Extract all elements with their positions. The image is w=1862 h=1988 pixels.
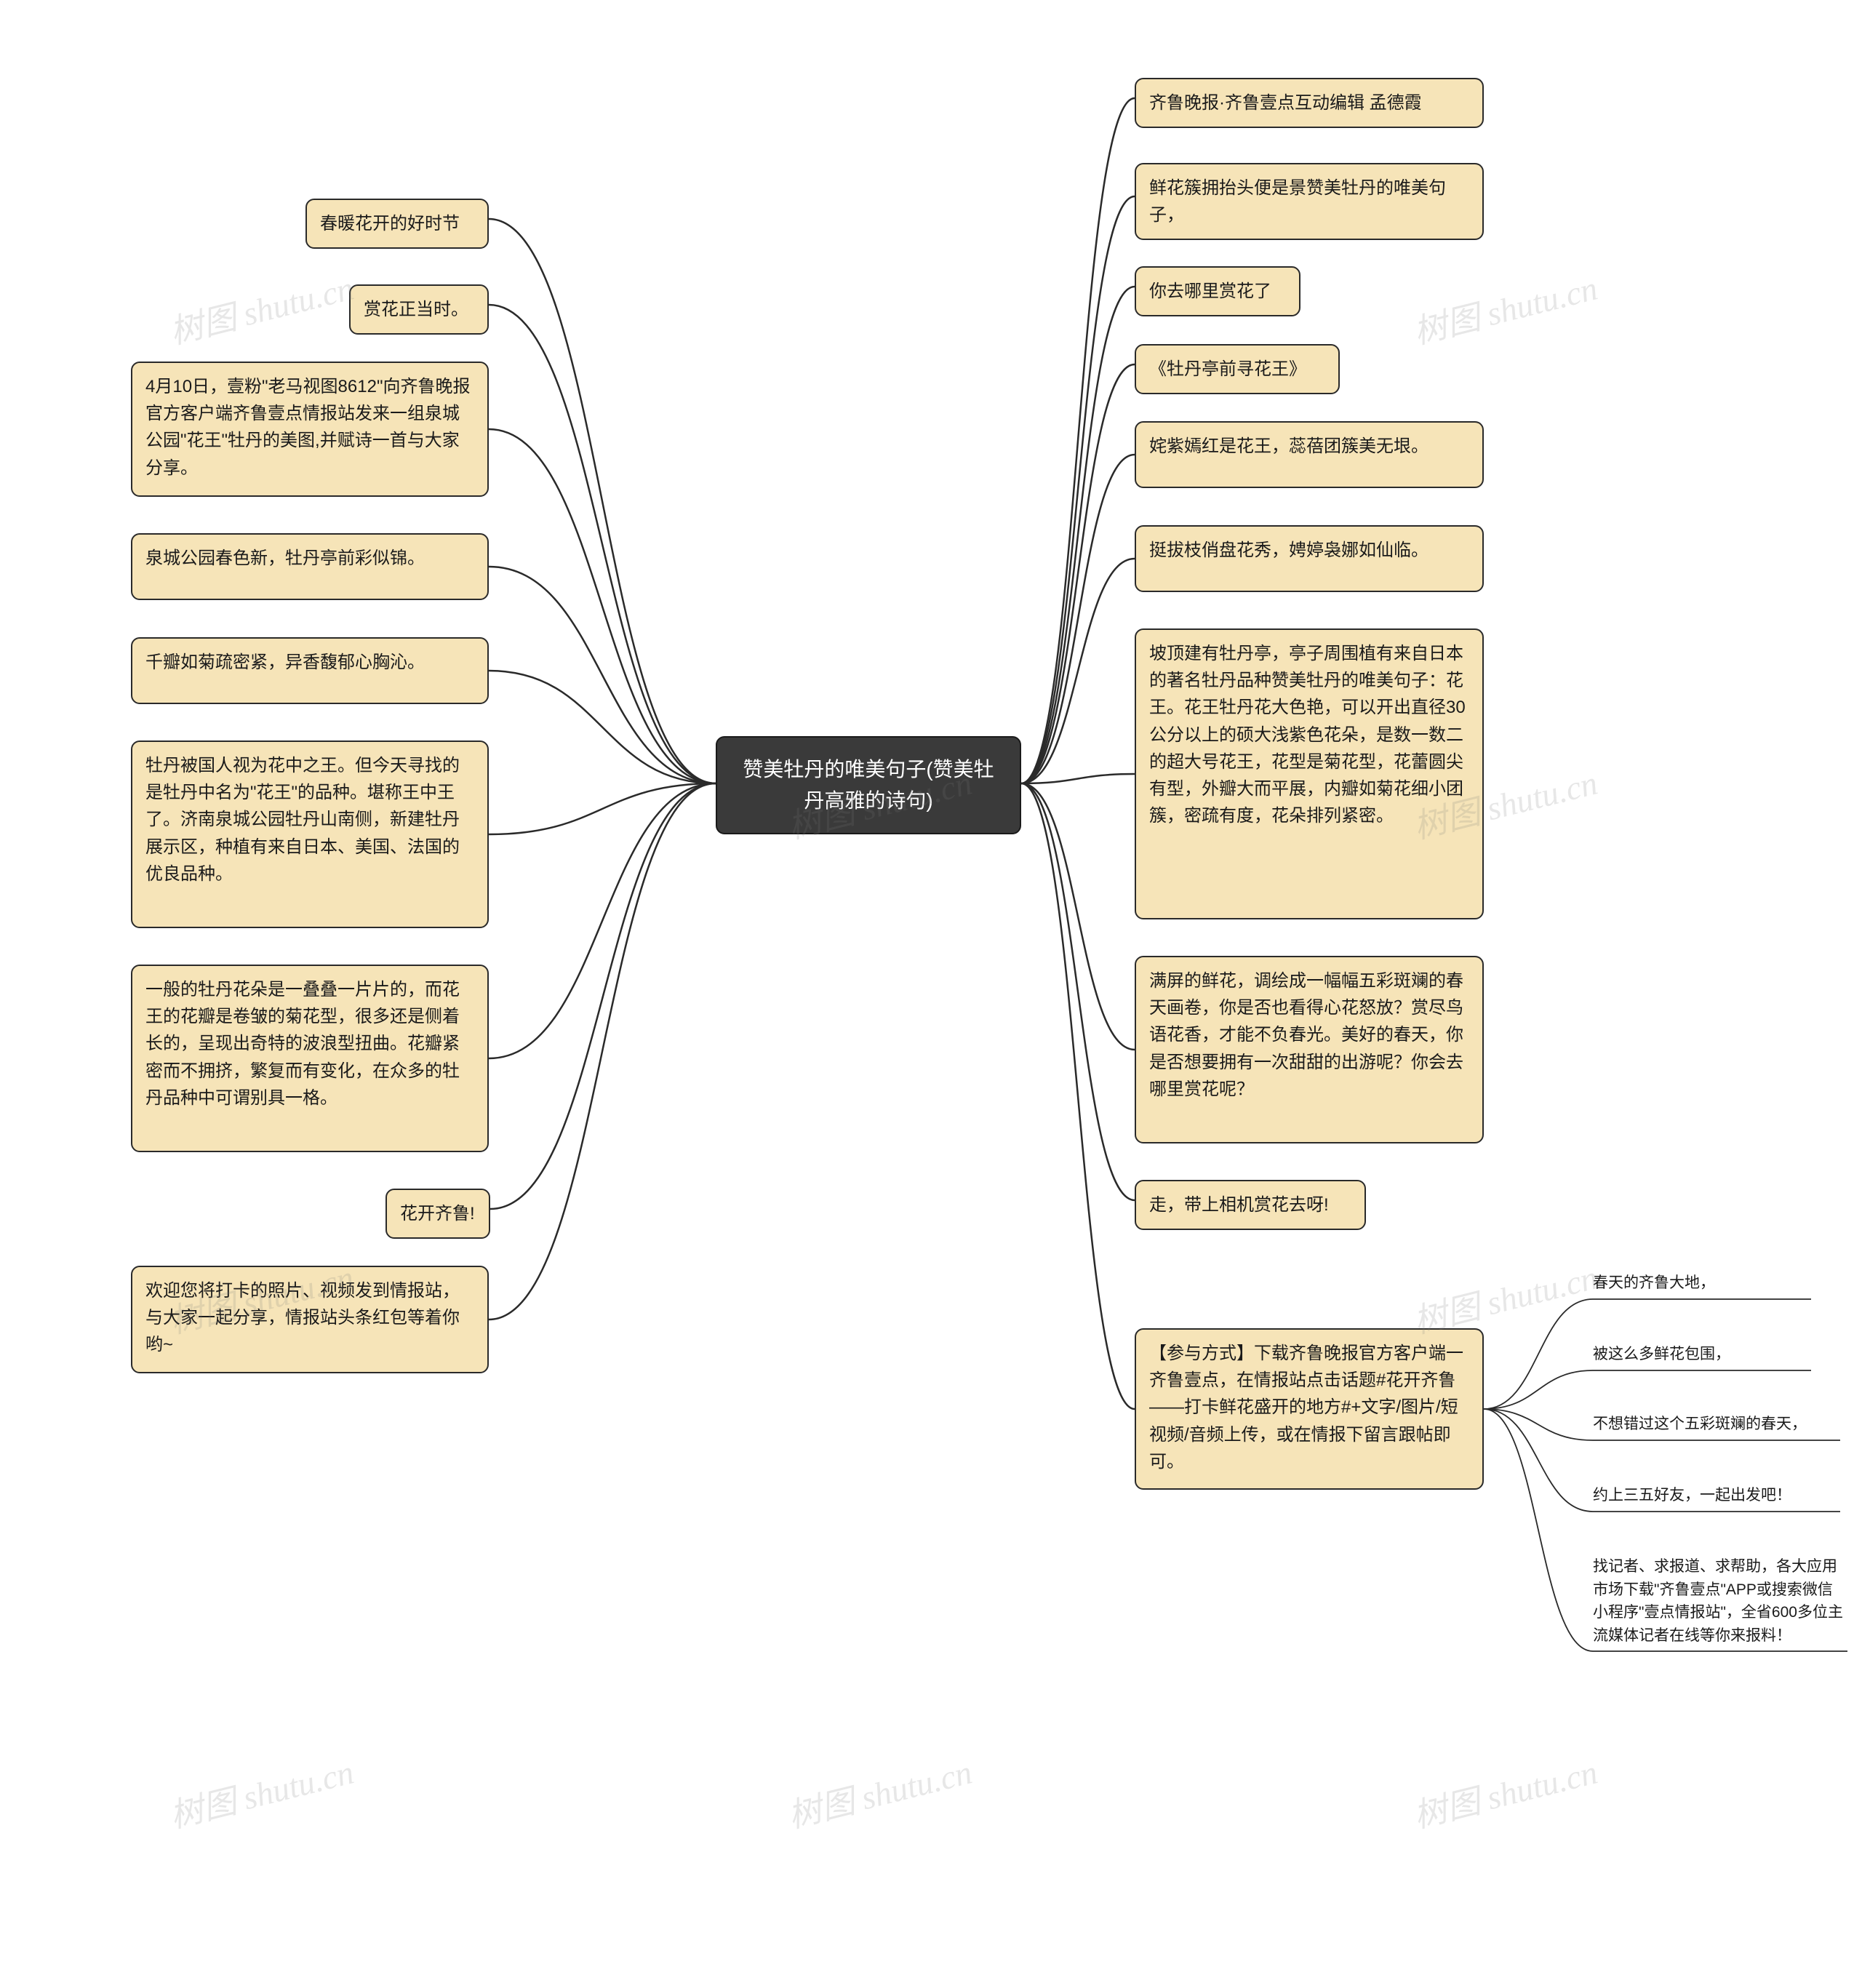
branch-node[interactable]: 花开齐鲁! bbox=[385, 1189, 490, 1239]
branch-node[interactable]: 满屏的鲜花，调绘成一幅幅五彩斑斓的春天画卷，你是否也看得心花怒放？赏尽鸟语花香，… bbox=[1135, 956, 1484, 1143]
branch-node[interactable]: 姹紫嫣红是花王，蕊蓓团簇美无垠。 bbox=[1135, 421, 1484, 488]
branch-node[interactable]: 一般的牡丹花朵是一叠叠一片片的，而花王的花瓣是卷皱的菊花型，很多还是侧着长的，呈… bbox=[131, 965, 489, 1152]
branch-node[interactable]: 你去哪里赏花了 bbox=[1135, 266, 1300, 316]
branch-node[interactable]: 《牡丹亭前寻花王》 bbox=[1135, 344, 1340, 394]
branch-node[interactable]: 春暖花开的好时节 bbox=[305, 199, 489, 249]
watermark: 树图 shutu.cn bbox=[783, 1746, 976, 1837]
watermark: 树图 shutu.cn bbox=[164, 262, 358, 354]
branch-node[interactable]: 4月10日，壹粉"老马视图8612"向齐鲁晚报官方客户端齐鲁壹点情报站发来一组泉… bbox=[131, 362, 489, 497]
watermark: 树图 shutu.cn bbox=[164, 1746, 358, 1837]
leaf-node[interactable]: 被这么多鲜花包围， bbox=[1593, 1340, 1811, 1369]
branch-node[interactable]: 齐鲁晚报·齐鲁壹点互动编辑 孟德霞 bbox=[1135, 78, 1484, 128]
branch-node[interactable]: 鲜花簇拥抬头便是景赞美牡丹的唯美句子， bbox=[1135, 163, 1484, 240]
branch-node[interactable]: 【参与方式】下载齐鲁晚报官方客户端一齐鲁壹点，在情报站点击话题#花开齐鲁——打卡… bbox=[1135, 1328, 1484, 1490]
leaf-node[interactable]: 找记者、求报道、求帮助，各大应用市场下载"齐鲁壹点"APP或搜索微信小程序"壹点… bbox=[1593, 1552, 1847, 1650]
branch-node[interactable]: 欢迎您将打卡的照片、视频发到情报站，与大家一起分享，情报站头条红包等着你哟~ bbox=[131, 1266, 489, 1373]
branch-node[interactable]: 走，带上相机赏花去呀! bbox=[1135, 1180, 1366, 1230]
branch-node[interactable]: 泉城公园春色新，牡丹亭前彩似锦。 bbox=[131, 533, 489, 600]
leaf-node[interactable]: 不想错过这个五彩斑斓的春天， bbox=[1593, 1410, 1840, 1439]
branch-node[interactable]: 牡丹被国人视为花中之王。但今天寻找的是牡丹中名为"花王"的品种。堪称王中王了。济… bbox=[131, 740, 489, 928]
branch-node[interactable]: 赏花正当时。 bbox=[349, 284, 489, 335]
center-node[interactable]: 赞美牡丹的唯美句子(赞美牡丹高雅的诗句) bbox=[716, 736, 1021, 834]
leaf-node[interactable]: 春天的齐鲁大地， bbox=[1593, 1269, 1811, 1298]
leaf-node[interactable]: 约上三五好友，一起出发吧！ bbox=[1593, 1481, 1840, 1510]
branch-node[interactable]: 千瓣如菊疏密紧，异香馥郁心胸沁。 bbox=[131, 637, 489, 704]
watermark: 树图 shutu.cn bbox=[1408, 262, 1602, 354]
watermark: 树图 shutu.cn bbox=[1408, 1746, 1602, 1837]
branch-node[interactable]: 挺拔枝俏盘花秀，娉婷袅娜如仙临。 bbox=[1135, 525, 1484, 592]
mindmap-canvas: 赞美牡丹的唯美句子(赞美牡丹高雅的诗句) 春暖花开的好时节赏花正当时。 4月10日，… bbox=[0, 0, 1862, 1988]
branch-node[interactable]: 坡顶建有牡丹亭，亭子周围植有来自日本的著名牡丹品种赞美牡丹的唯美句子：花王。花王… bbox=[1135, 628, 1484, 919]
